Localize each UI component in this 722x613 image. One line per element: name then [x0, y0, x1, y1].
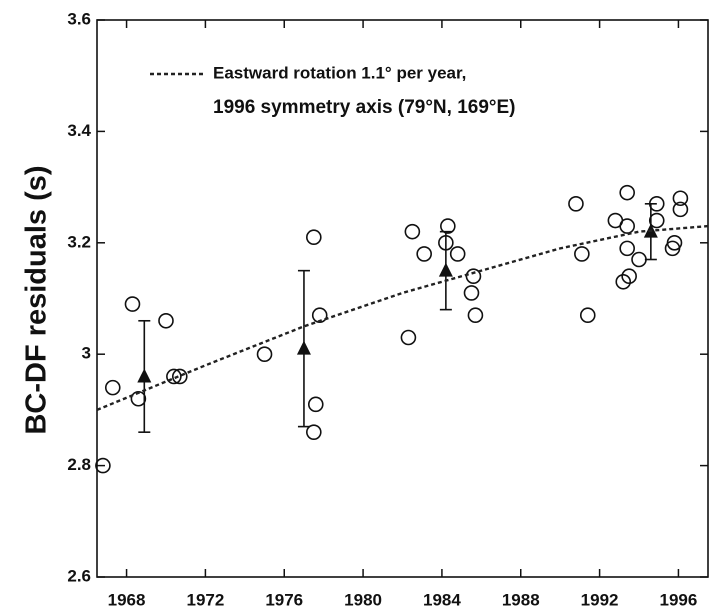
data-point [306, 229, 322, 246]
y-axis-label: BC-DF residuals (s) [21, 165, 53, 434]
annotation: 1996 symmetry axis (79°N, 169°E) [213, 97, 516, 118]
data-point [166, 368, 182, 385]
data-point [465, 268, 482, 285]
y-tick-label: 3.2 [67, 232, 91, 251]
y-tick-label: 2.8 [67, 455, 91, 474]
data-point [467, 307, 484, 324]
data-point [615, 273, 632, 290]
data-point [416, 246, 432, 262]
x-tick-label: 1988 [502, 590, 540, 609]
data-point [449, 246, 466, 262]
x-tick-label: 1996 [660, 590, 698, 609]
fit-line [96, 224, 709, 412]
x-tick-label: 1980 [344, 590, 382, 609]
mean-marker [296, 340, 311, 355]
data-point [579, 307, 596, 324]
data-point [568, 196, 584, 212]
data-point [124, 296, 141, 312]
data-point [619, 240, 635, 257]
data-point [664, 240, 681, 257]
data-point [400, 329, 417, 346]
data-point [619, 184, 635, 201]
mean-marker [438, 262, 453, 277]
y-tick-label: 3 [82, 344, 91, 363]
data-point [463, 285, 480, 301]
data-point [648, 212, 665, 229]
data-point [158, 312, 174, 329]
data-point [574, 246, 590, 262]
data-point [672, 190, 689, 207]
data-point [104, 379, 121, 396]
data-point [404, 223, 421, 240]
x-tick-label: 1992 [581, 590, 619, 609]
data-point [95, 457, 111, 474]
y-tick-label: 3.6 [67, 9, 91, 28]
y-tick-label: 2.6 [67, 566, 91, 585]
data-point [619, 218, 635, 234]
x-tick-label: 1968 [108, 590, 146, 609]
data-point [672, 201, 689, 218]
x-tick-label: 1976 [265, 590, 303, 609]
data-point [440, 218, 456, 234]
x-tick-label: 1984 [423, 590, 461, 609]
data-point [306, 424, 322, 440]
data-point [171, 368, 188, 385]
data-point [256, 346, 273, 363]
mean-marker [137, 368, 152, 383]
data-point [621, 268, 637, 285]
x-tick-label: 1972 [186, 590, 224, 609]
data-point [631, 251, 647, 268]
plot-frame [96, 19, 709, 578]
data-point [307, 396, 324, 413]
y-tick-label: 3.4 [67, 121, 91, 140]
legend-label: Eastward rotation 1.1° per year, [213, 63, 466, 82]
